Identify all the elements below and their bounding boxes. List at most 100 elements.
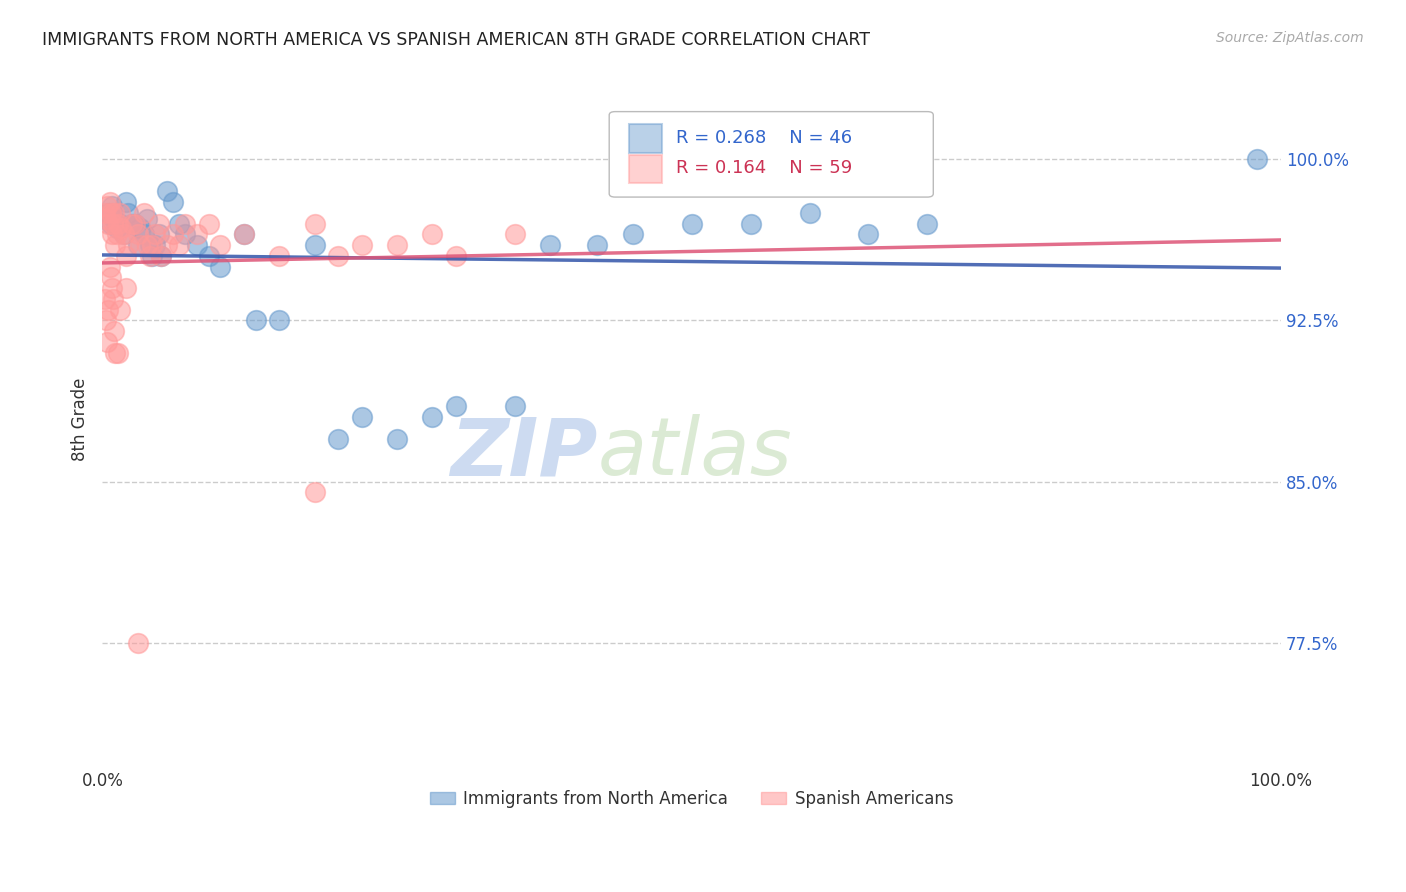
- Point: [304, 485, 326, 500]
- Text: R = 0.268    N = 46: R = 0.268 N = 46: [676, 129, 852, 147]
- Point: [115, 195, 138, 210]
- Point: [444, 400, 467, 414]
- Point: [136, 212, 159, 227]
- Point: [110, 221, 132, 235]
- Point: [681, 217, 703, 231]
- Point: [103, 212, 125, 227]
- Point: [150, 249, 173, 263]
- Point: [503, 227, 526, 242]
- Text: atlas: atlas: [598, 415, 792, 492]
- Point: [127, 238, 149, 252]
- Point: [108, 302, 131, 317]
- Point: [97, 217, 120, 231]
- Point: [858, 227, 880, 242]
- Point: [422, 410, 444, 425]
- Point: [124, 217, 146, 231]
- Point: [148, 217, 170, 231]
- Point: [94, 313, 117, 327]
- Point: [132, 227, 155, 242]
- Point: [232, 227, 254, 242]
- Point: [145, 238, 167, 252]
- Point: [103, 324, 125, 338]
- Point: [326, 432, 349, 446]
- Point: [100, 217, 122, 231]
- Point: [232, 227, 254, 242]
- Point: [97, 302, 120, 317]
- Point: [209, 238, 232, 252]
- Point: [101, 199, 124, 213]
- Point: [117, 206, 139, 220]
- Point: [799, 206, 821, 220]
- Point: [326, 249, 349, 263]
- Point: [94, 206, 117, 220]
- Point: [129, 238, 152, 252]
- Point: [174, 227, 197, 242]
- FancyBboxPatch shape: [630, 154, 662, 184]
- Point: [621, 227, 644, 242]
- Point: [148, 227, 170, 242]
- Point: [156, 185, 179, 199]
- Point: [100, 206, 122, 220]
- Point: [112, 227, 135, 242]
- Point: [121, 217, 143, 231]
- FancyBboxPatch shape: [630, 124, 662, 153]
- Point: [124, 217, 146, 231]
- Point: [108, 217, 131, 231]
- Text: IMMIGRANTS FROM NORTH AMERICA VS SPANISH AMERICAN 8TH GRADE CORRELATION CHART: IMMIGRANTS FROM NORTH AMERICA VS SPANISH…: [42, 31, 870, 49]
- Point: [162, 227, 184, 242]
- Point: [1246, 152, 1268, 166]
- Point: [538, 238, 561, 252]
- Text: ZIP: ZIP: [450, 415, 598, 492]
- Point: [105, 227, 128, 242]
- Point: [129, 221, 152, 235]
- Point: [156, 238, 179, 252]
- Point: [138, 238, 160, 252]
- Point: [586, 238, 609, 252]
- Point: [209, 260, 232, 274]
- Point: [186, 238, 208, 252]
- Point: [96, 199, 118, 213]
- Point: [350, 410, 373, 425]
- Point: [104, 238, 127, 252]
- Point: [174, 217, 197, 231]
- Point: [304, 238, 326, 252]
- Point: [141, 249, 163, 263]
- Point: [127, 636, 149, 650]
- Point: [105, 221, 128, 235]
- Point: [127, 227, 149, 242]
- Point: [304, 217, 326, 231]
- Point: [422, 227, 444, 242]
- Point: [145, 227, 167, 242]
- Point: [503, 400, 526, 414]
- Point: [98, 195, 121, 210]
- Point: [444, 249, 467, 263]
- Point: [101, 217, 124, 231]
- Point: [101, 292, 124, 306]
- Point: [98, 260, 121, 274]
- Point: [385, 432, 408, 446]
- Point: [138, 249, 160, 263]
- Point: [269, 249, 291, 263]
- Point: [197, 249, 219, 263]
- Point: [103, 206, 125, 220]
- Point: [115, 249, 138, 263]
- Point: [917, 217, 939, 231]
- Point: [107, 217, 129, 231]
- Text: R = 0.164    N = 59: R = 0.164 N = 59: [676, 160, 852, 178]
- Point: [167, 217, 190, 231]
- FancyBboxPatch shape: [609, 112, 934, 197]
- Point: [115, 281, 138, 295]
- Point: [136, 238, 159, 252]
- Point: [197, 217, 219, 231]
- Point: [740, 217, 762, 231]
- Point: [186, 227, 208, 242]
- Point: [167, 238, 190, 252]
- Text: Source: ZipAtlas.com: Source: ZipAtlas.com: [1216, 31, 1364, 45]
- Point: [141, 238, 163, 252]
- Point: [132, 206, 155, 220]
- Point: [162, 195, 184, 210]
- Y-axis label: 8th Grade: 8th Grade: [72, 377, 89, 461]
- Point: [107, 345, 129, 359]
- Point: [150, 249, 173, 263]
- Point: [269, 313, 291, 327]
